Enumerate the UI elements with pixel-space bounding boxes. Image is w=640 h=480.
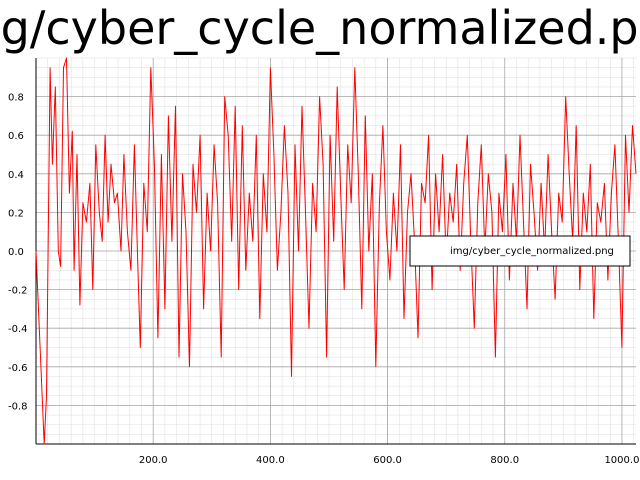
- y-tick-label: -0.4: [8, 324, 28, 335]
- y-tick-labels: -0.8 -0.6 -0.4 -0.2 0.0 0.2 0.4 0.6 0.8: [8, 93, 28, 413]
- series-line: [35, 57, 637, 445]
- x-tick-label: 1000.0: [604, 455, 639, 466]
- y-tick-label: -0.8: [8, 401, 28, 412]
- chart-title: img/cyber_cycle_normalized.png: [0, 1, 640, 55]
- y-tick-label: 0.6: [8, 131, 24, 142]
- major-grid: [36, 58, 636, 444]
- y-tick-label: -0.2: [8, 286, 28, 297]
- y-tick-label: 0.2: [8, 208, 24, 219]
- y-tick-label: -0.6: [8, 363, 28, 374]
- legend-label: img/cyber_cycle_normalized.png: [450, 246, 614, 257]
- y-tick-label: 0.4: [8, 170, 24, 181]
- x-tick-label: 200.0: [139, 455, 168, 466]
- x-tick-label: 400.0: [256, 455, 285, 466]
- x-tick-label: 600.0: [373, 455, 402, 466]
- legend: img/cyber_cycle_normalized.png: [409, 235, 631, 267]
- y-tick-label: 0.0: [8, 247, 24, 258]
- legend-box: [409, 235, 631, 267]
- x-tick-labels: 200.0 400.0 600.0 800.0 1000.0: [139, 455, 640, 466]
- y-tick-label: 0.8: [8, 93, 24, 104]
- series-group: [35, 57, 637, 445]
- x-tick-label: 800.0: [490, 455, 519, 466]
